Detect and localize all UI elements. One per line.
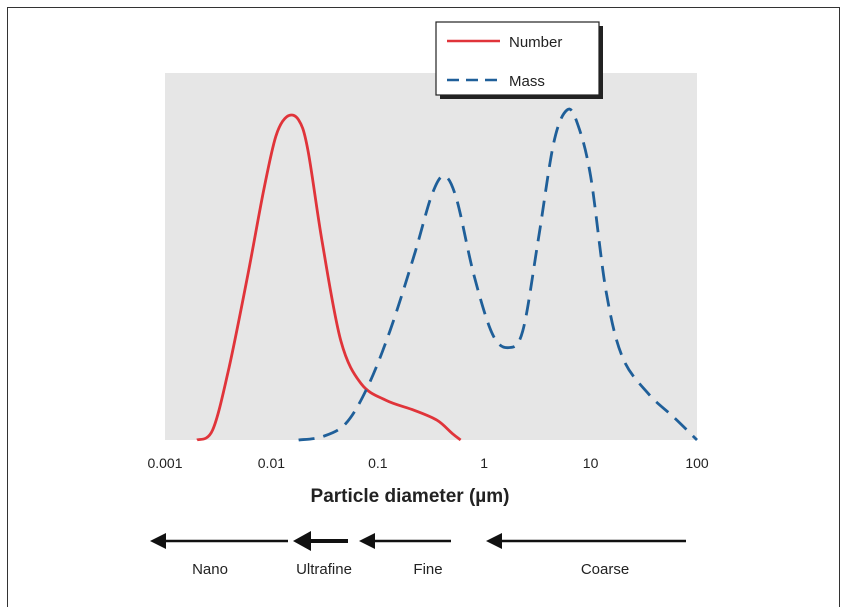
x-tick-label: 0.01	[258, 455, 285, 471]
x-tick-label: 100	[685, 455, 709, 471]
x-axis-ticks: 0.001 0.01 0.1 1 10 100	[147, 455, 708, 471]
size-range-arrows: Nano Ultrafine Fine Coarse	[150, 531, 686, 578]
legend-label-number: Number	[509, 34, 562, 51]
coarse-arrowhead	[486, 533, 502, 549]
range-label-coarse: Coarse	[581, 561, 629, 578]
range-label-fine: Fine	[413, 561, 442, 578]
legend-label-mass: Mass	[509, 73, 545, 90]
range-label-ultrafine: Ultrafine	[296, 561, 352, 578]
x-tick-label: 0.001	[147, 455, 182, 471]
range-label-nano: Nano	[192, 561, 228, 578]
plot-area	[165, 73, 697, 440]
x-tick-label: 1	[480, 455, 488, 471]
particle-size-chart: 0.001 0.01 0.1 1 10 100 Particle diameter (µm…	[0, 0, 849, 589]
ultrafine-arrowhead	[293, 531, 311, 551]
x-tick-label: 10	[583, 455, 599, 471]
fine-arrowhead	[359, 533, 375, 549]
legend: Number Mass	[436, 22, 603, 99]
nano-arrowhead	[150, 533, 166, 549]
x-axis-title: Particle diameter (µm)	[311, 486, 510, 507]
x-tick-label: 0.1	[368, 455, 388, 471]
